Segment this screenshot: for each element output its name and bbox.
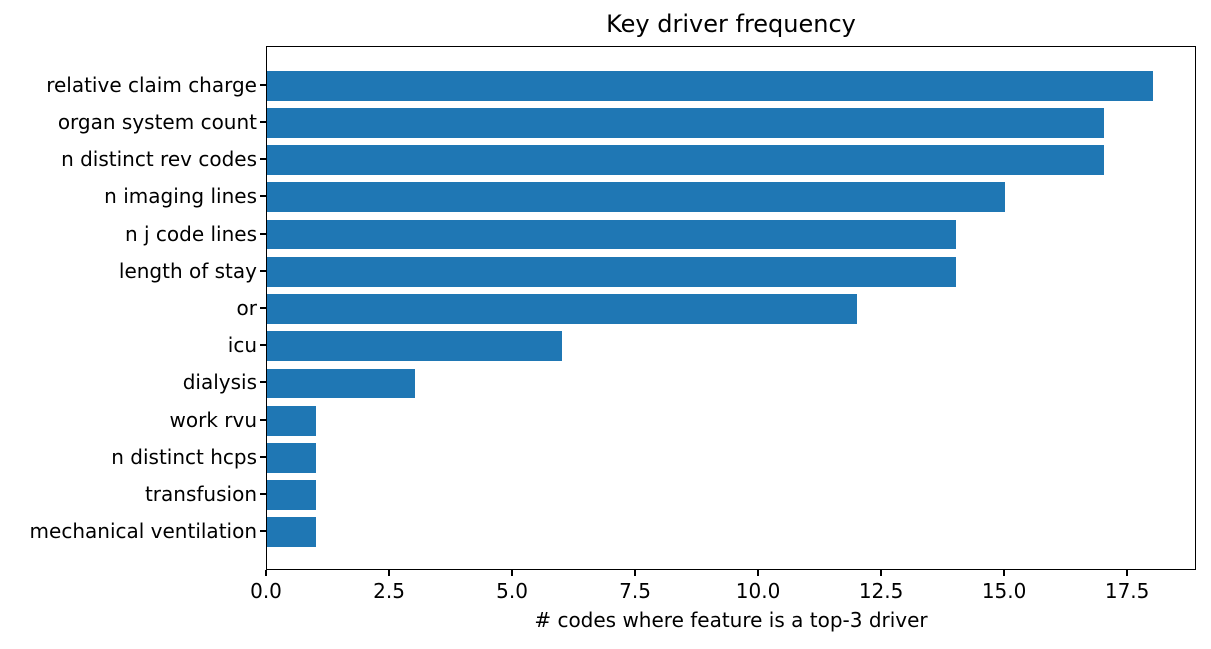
x-tick-label: 7.5 <box>619 579 651 603</box>
y-tick-label: dialysis <box>182 370 257 395</box>
plot-area <box>266 46 1196 570</box>
x-tick <box>1003 570 1006 576</box>
y-tick <box>260 381 266 384</box>
y-tick-label: n distinct rev codes <box>61 147 257 172</box>
x-tick-label: 5.0 <box>496 579 528 603</box>
x-tick-label: 17.5 <box>1104 579 1150 603</box>
bar <box>267 480 317 510</box>
bar <box>267 219 956 250</box>
x-axis-label: # codes where feature is a top-3 driver <box>534 608 928 632</box>
bar <box>267 405 317 436</box>
y-tick <box>260 418 266 421</box>
bar <box>267 294 858 324</box>
x-tick-label: 0.0 <box>250 579 282 603</box>
y-tick <box>260 455 266 458</box>
x-tick-label: 10.0 <box>735 579 781 603</box>
bar <box>267 256 956 287</box>
x-tick <box>634 570 637 576</box>
y-tick-label: transfusion <box>144 482 257 507</box>
y-tick <box>260 307 266 309</box>
x-tick-label: 12.5 <box>858 579 904 603</box>
x-tick <box>880 570 883 576</box>
y-tick <box>260 232 266 235</box>
bar <box>267 368 415 399</box>
x-tick <box>265 570 267 576</box>
y-tick-label: organ system count <box>57 109 257 134</box>
x-tick-label: 15.0 <box>981 579 1027 603</box>
y-tick-label: length of stay <box>118 258 257 283</box>
bar <box>267 182 1006 213</box>
x-tick <box>1126 570 1129 576</box>
y-tick-label: n imaging lines <box>104 184 257 209</box>
x-tick <box>388 570 391 576</box>
bar <box>267 70 1153 101</box>
y-tick <box>260 344 266 347</box>
y-tick <box>260 158 266 161</box>
bar <box>267 442 317 473</box>
y-tick-label: n j code lines <box>124 221 257 246</box>
y-tick <box>260 269 266 272</box>
y-tick-label: icu <box>227 333 257 358</box>
y-tick-label: n distinct hcps <box>111 444 257 469</box>
y-tick <box>260 530 266 533</box>
y-tick-label: work rvu <box>169 407 258 432</box>
y-tick <box>260 83 266 86</box>
y-tick <box>260 120 266 123</box>
bar <box>267 331 563 362</box>
chart-title: Key driver frequency <box>606 10 856 38</box>
bar <box>267 108 1104 138</box>
y-tick-label: or <box>236 296 257 320</box>
bar <box>267 145 1104 176</box>
x-tick-label: 2.5 <box>373 579 405 603</box>
x-tick <box>757 570 760 576</box>
y-tick <box>260 195 266 198</box>
y-tick-label: mechanical ventilation <box>29 519 257 544</box>
x-tick <box>511 570 514 576</box>
bar <box>267 517 317 548</box>
y-tick <box>260 493 266 496</box>
y-tick-label: relative claim charge <box>46 72 257 97</box>
